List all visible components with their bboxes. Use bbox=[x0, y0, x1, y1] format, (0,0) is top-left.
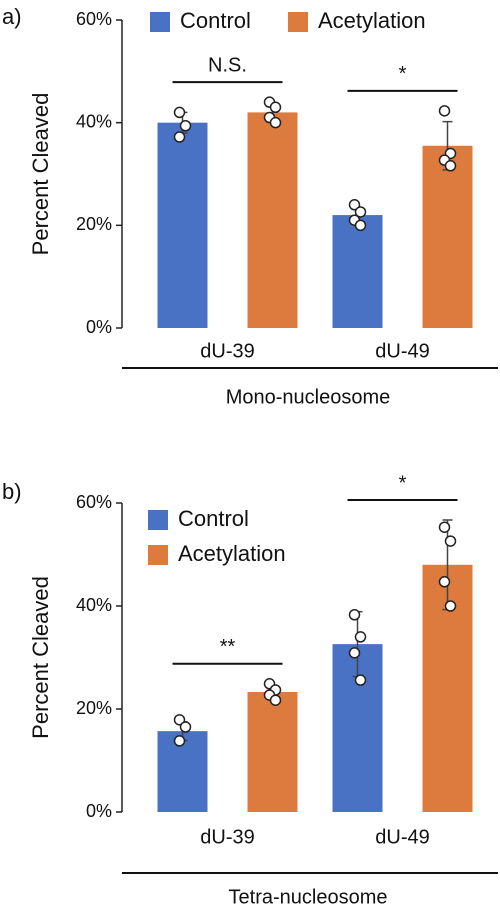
y-tick-label: 20% bbox=[76, 698, 112, 718]
y-tick-label: 0% bbox=[86, 317, 112, 337]
legend-label: Control bbox=[180, 8, 251, 33]
data-point bbox=[173, 131, 186, 143]
x-tick-label: dU-39 bbox=[200, 826, 254, 848]
y-tick-label: 20% bbox=[76, 214, 112, 234]
data-point bbox=[354, 206, 367, 218]
x-tick-label: dU-49 bbox=[375, 340, 429, 362]
bar bbox=[422, 145, 473, 328]
data-point bbox=[348, 199, 361, 211]
data-point bbox=[269, 694, 282, 706]
y-tick-label: 40% bbox=[76, 111, 112, 131]
legend-label: Acetylation bbox=[178, 541, 286, 566]
data-point bbox=[173, 106, 186, 119]
significance-label: * bbox=[399, 472, 407, 494]
data-point bbox=[444, 600, 457, 612]
legend-label: Control bbox=[178, 506, 249, 531]
bar bbox=[332, 215, 383, 328]
data-point bbox=[179, 119, 192, 132]
group-label: Tetra-nucleosome bbox=[229, 886, 388, 908]
bar bbox=[247, 692, 298, 812]
y-tick-label: 0% bbox=[86, 801, 112, 821]
y-tick-label: 60% bbox=[76, 492, 112, 512]
x-tick-label: dU-49 bbox=[375, 826, 429, 848]
data-point bbox=[438, 521, 451, 533]
y-tick-label: 60% bbox=[76, 9, 112, 29]
bar bbox=[157, 122, 208, 329]
legend-label: Acetylation bbox=[318, 8, 426, 33]
significance-label: * bbox=[399, 63, 407, 85]
data-point bbox=[179, 721, 192, 733]
panel-label: a) bbox=[2, 4, 22, 29]
data-point bbox=[348, 609, 361, 621]
x-tick-label: dU-39 bbox=[200, 340, 254, 362]
significance-label: ** bbox=[220, 636, 236, 658]
data-point bbox=[173, 735, 186, 747]
data-point bbox=[444, 160, 457, 172]
data-point bbox=[269, 116, 282, 129]
legend-swatch bbox=[288, 12, 308, 32]
legend-swatch bbox=[148, 545, 168, 565]
legend-swatch bbox=[150, 12, 170, 32]
legend-swatch bbox=[148, 510, 168, 530]
data-point bbox=[354, 674, 367, 686]
data-point bbox=[354, 631, 367, 643]
panel-label: b) bbox=[2, 479, 22, 504]
y-tick-label: 40% bbox=[76, 595, 112, 615]
significance-label: N.S. bbox=[208, 54, 247, 76]
data-point bbox=[354, 219, 367, 232]
data-point bbox=[438, 576, 451, 588]
data-point bbox=[173, 714, 186, 726]
group-label: Mono-nucleosome bbox=[226, 386, 391, 408]
data-point bbox=[438, 105, 451, 117]
y-axis-label: Percent Cleaved bbox=[28, 576, 53, 739]
bar bbox=[247, 112, 298, 329]
data-point bbox=[269, 101, 282, 114]
data-point bbox=[444, 535, 457, 547]
y-axis-label: Percent Cleaved bbox=[28, 93, 53, 256]
data-point bbox=[348, 647, 361, 659]
